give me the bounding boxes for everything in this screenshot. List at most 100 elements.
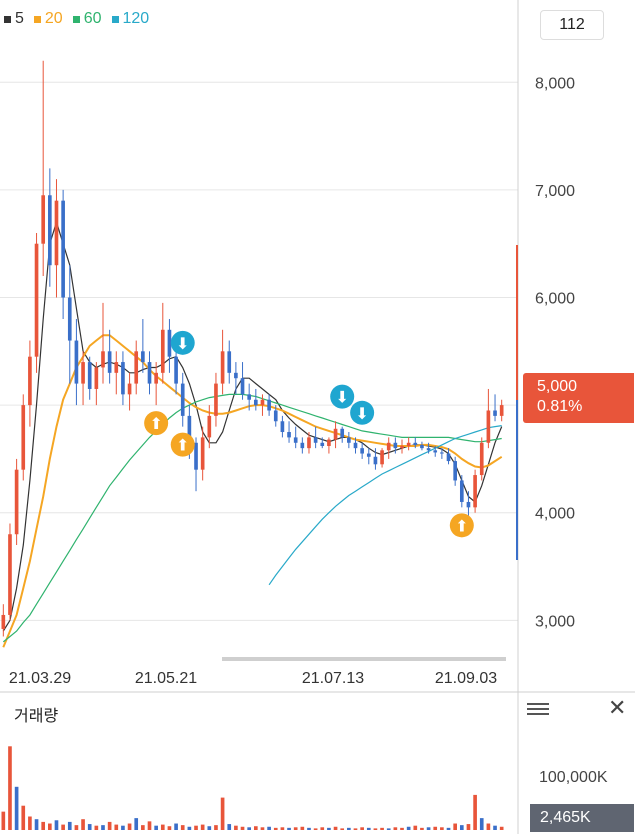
candle-body [134,351,139,384]
candle-body [141,351,145,363]
candle-body [300,442,305,449]
volume-bar [466,824,471,830]
buy-signal-arrow-icon: ⬆ [455,516,468,535]
ma5-line [2,220,503,632]
legend-ma120: 120 [111,10,149,28]
volume-bar [8,746,12,830]
candle-body [114,362,119,373]
candle-body [373,456,378,465]
volume-value-tag: 2,465K [530,804,634,832]
candle-body [87,362,92,389]
candle-body [174,356,178,384]
candle-body [493,410,497,416]
volume-bar [101,825,105,830]
volume-bar [114,824,119,830]
volume-bar [320,827,325,830]
legend-ma120-swatch [111,15,119,23]
candle-body [459,480,464,502]
price-axis-label: 8,000 [535,75,575,92]
volume-bar [400,827,404,830]
menu-icon[interactable] [527,700,549,718]
volume-bar [227,824,232,830]
period-count-box[interactable]: 112 [540,10,604,40]
volume-bar [307,827,311,830]
candle-body [207,415,212,438]
volume-bar [426,827,431,830]
volume-bar [446,827,451,830]
volume-bar [453,823,457,830]
date-axis-label: 21.09.03 [435,670,497,687]
candle-body [393,442,398,449]
legend-ma60: 60 [72,10,102,28]
candle-body [426,448,431,451]
volume-bar [1,811,6,830]
candle-body [154,372,158,384]
date-axis-label: 21.03.29 [9,670,71,687]
volume-bar [154,825,158,830]
candle-body [366,453,371,457]
candle-body [8,534,12,615]
candle-body [147,362,152,384]
volume-axis-label: 100,000K [539,769,608,786]
volume-bar [280,827,285,830]
candle-body [21,405,26,470]
candle-body [360,448,364,454]
candle-body [101,351,105,368]
candle-body [307,437,311,449]
volume-bar [406,826,411,830]
candle-body [67,297,72,341]
close-icon[interactable]: ✕ [608,695,627,720]
volume-bar [300,826,305,830]
volume-bar [267,826,271,830]
candle-body [227,351,232,373]
candle-body [34,243,39,357]
volume-bar [373,828,378,830]
chart-scrollbar [222,657,506,661]
volume-bar [240,826,245,830]
buy-signal [170,432,195,457]
volume-bar [234,825,238,830]
candle-body [247,394,252,400]
candle-body [320,442,325,447]
candle-body [28,356,32,406]
date-axis-label: 21.05.21 [135,670,197,687]
candle-body [453,461,457,481]
candle-body [121,362,125,395]
candle-body [479,442,484,476]
candle-body [48,195,52,266]
price-axis-label: 6,000 [535,291,575,308]
sell-signal [170,330,195,355]
ma120-line [268,425,502,586]
candle-body [14,469,19,535]
volume-bar [340,828,345,830]
candle-body [61,200,65,298]
volume-bar [386,828,391,830]
candle-body [413,442,418,445]
volume-bar [353,828,358,830]
volume-bar [287,827,291,830]
volume-bar [459,825,464,830]
volume-bar [54,820,59,830]
candle-body [406,442,411,447]
candle-body [333,428,338,440]
candle-body [1,614,6,629]
legend-ma20-swatch [33,15,41,23]
volume-bar [220,797,225,830]
ma-legend: 5 20 60 120 [4,10,149,28]
candle-body [187,415,192,443]
volume-bar [253,826,258,830]
volume-bar [21,805,26,830]
candle-body [54,200,59,266]
candle-body [446,453,451,462]
candle-body [327,439,331,447]
candle-body [466,501,471,508]
price-axis-label: 7,000 [535,183,575,200]
volume-bar [94,825,99,830]
volume-bar [333,826,338,830]
buy-signal [449,513,474,538]
volume-bar [41,821,46,830]
volume-bar [127,823,132,830]
candle-body [160,329,165,373]
volume-bar [420,827,424,830]
